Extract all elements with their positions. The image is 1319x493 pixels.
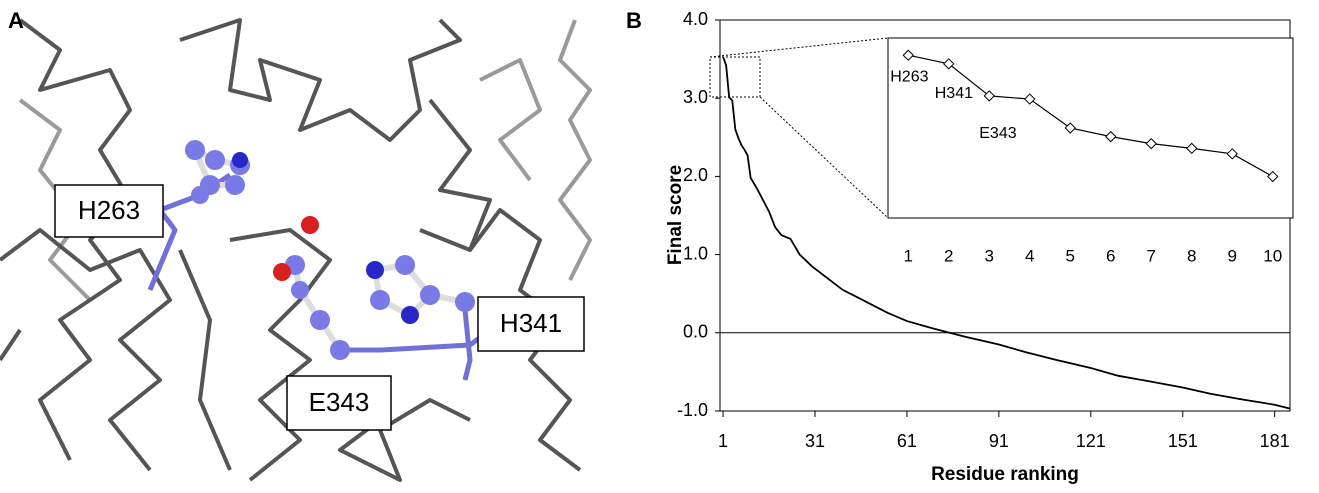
data-point [1186,142,1198,155]
data-point [902,49,914,61]
residue-label: H263 [54,184,164,238]
annotation: H263 [890,68,928,85]
inset-frame [887,37,1294,219]
data-point [943,58,955,70]
annotation: E343 [979,125,1016,142]
data-point [1226,148,1238,160]
x-tick-label: 7 [1147,246,1156,265]
residue-label: H341 [477,296,585,352]
panel-label: B [626,8,642,33]
x-tick-label: 91 [989,431,1009,451]
y-tick-label: 3.0 [683,87,708,107]
x-tick-label: 10 [1263,246,1282,265]
label-box [54,184,164,238]
x-tick-label: 6 [1106,246,1115,265]
x-tick-label: 121 [1076,431,1106,451]
x-tick-label: 9 [1228,246,1237,265]
residue-label-text: E343 [309,387,370,417]
x-axis-title: Residue ranking [931,464,1079,485]
x-tick-label: 31 [805,431,825,451]
zoom-connector [759,96,889,219]
zoom-connector [709,37,889,58]
y-tick-label: 0.0 [683,322,708,342]
x-tick-label: 151 [1168,431,1198,451]
y-tick-label: 2.0 [683,165,708,185]
data-point [1024,93,1036,105]
y-axis-title: Final score [665,165,686,265]
panel-label: A [8,8,24,33]
data-point [1105,130,1117,143]
label-box [477,296,585,352]
residue-label: E343 [286,375,392,431]
x-tick-label: 1 [718,431,728,451]
label-box [286,375,392,431]
zoom-box [709,56,761,98]
data-point [1145,137,1157,150]
data-line [722,56,1291,410]
data-point [1064,122,1076,134]
x-tick-label: 1 [904,246,913,265]
y-tick-label: -1.0 [677,400,708,420]
x-tick-label: 4 [1025,246,1034,265]
x-tick-label: 181 [1260,431,1290,451]
y-tick-label: 1.0 [683,243,708,263]
data-line [908,54,1274,178]
data-point [983,90,995,102]
x-tick-label: 8 [1187,246,1196,265]
x-tick-label: 3 [985,246,994,265]
annotation: H341 [935,85,973,102]
protein-structure [0,18,592,482]
y-tick-label: 4.0 [683,9,708,29]
x-tick-label: 5 [1066,246,1075,265]
x-tick-label: 61 [897,431,917,451]
residue-label-text: H263 [78,195,140,225]
x-tick-label: 2 [944,246,953,265]
residue-label-text: H341 [500,308,562,338]
data-point [1267,170,1279,183]
